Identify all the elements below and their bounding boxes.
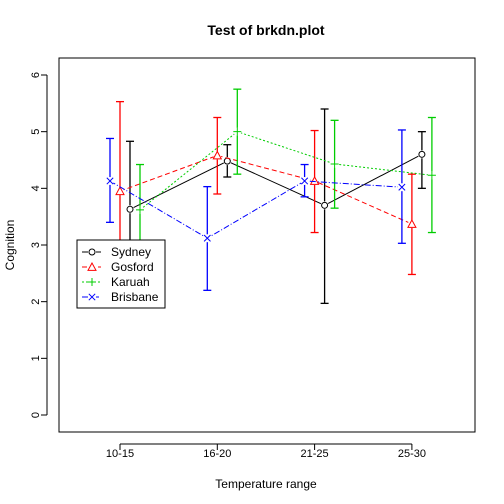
series-sydney — [126, 108, 426, 305]
series-brisbane — [106, 129, 406, 291]
point-bg — [213, 151, 222, 160]
y-tick-label: 0 — [30, 412, 42, 418]
y-tick-label: 3 — [30, 242, 42, 248]
series-line — [109, 180, 402, 239]
x-tick-label: 21-25 — [301, 448, 329, 460]
x-tick-label: 16-20 — [203, 448, 231, 460]
legend-item-karuah: Karuah — [82, 275, 150, 289]
plot-frame — [58, 57, 476, 433]
point-bg — [116, 187, 124, 196]
chart-title: Test of brkdn.plot — [207, 22, 325, 38]
data-point — [418, 150, 426, 158]
series-layer — [106, 88, 436, 305]
legend-marker-bg — [88, 263, 96, 271]
x-axis: 10-15 16-20 21-25 25-30 — [106, 443, 426, 460]
data-point — [136, 205, 144, 214]
series-line — [139, 131, 432, 211]
legend-item-sydney: Sydney — [82, 245, 151, 259]
y-tick-label: 6 — [30, 72, 42, 78]
data-point — [106, 177, 114, 185]
data-point — [203, 234, 211, 242]
x-tick-label: 25-30 — [398, 448, 426, 460]
data-point — [233, 127, 242, 136]
point-bg — [407, 220, 416, 229]
legend-marker — [88, 248, 96, 256]
y-tick-label: 4 — [30, 185, 42, 191]
legend-marker — [88, 293, 96, 301]
legend-label: Brisbane — [111, 290, 159, 304]
x-axis-label: Temperature range — [215, 477, 317, 491]
series-karuah — [136, 88, 436, 257]
y-tick-label: 2 — [30, 299, 42, 305]
data-point — [398, 183, 406, 191]
data-point — [115, 186, 125, 196]
data-point — [301, 177, 309, 185]
y-axis: 0 1 2 3 4 5 6 — [30, 72, 48, 418]
data-point — [321, 201, 329, 209]
series-line — [119, 154, 413, 225]
legend-label: Gosford — [111, 260, 154, 274]
data-point — [309, 175, 320, 185]
data-point — [212, 150, 223, 160]
data-point — [427, 171, 436, 180]
legend-label: Sydney — [111, 245, 151, 259]
y-tick-label: 5 — [30, 129, 42, 135]
x-tick-label: 10-15 — [106, 448, 134, 460]
legend-item-brisbane: Brisbane — [82, 290, 159, 304]
legend-label: Karuah — [111, 275, 150, 289]
legend-item-gosford: Gosford — [82, 260, 154, 274]
y-axis-label: Cognition — [3, 220, 17, 271]
data-point — [126, 205, 134, 213]
series-line — [129, 153, 423, 210]
data-point — [330, 159, 339, 168]
data-point — [407, 218, 417, 228]
legend-marker — [87, 261, 97, 271]
y-tick-label: 1 — [30, 355, 42, 361]
point-bg — [310, 176, 319, 185]
legend-marker — [88, 278, 96, 286]
